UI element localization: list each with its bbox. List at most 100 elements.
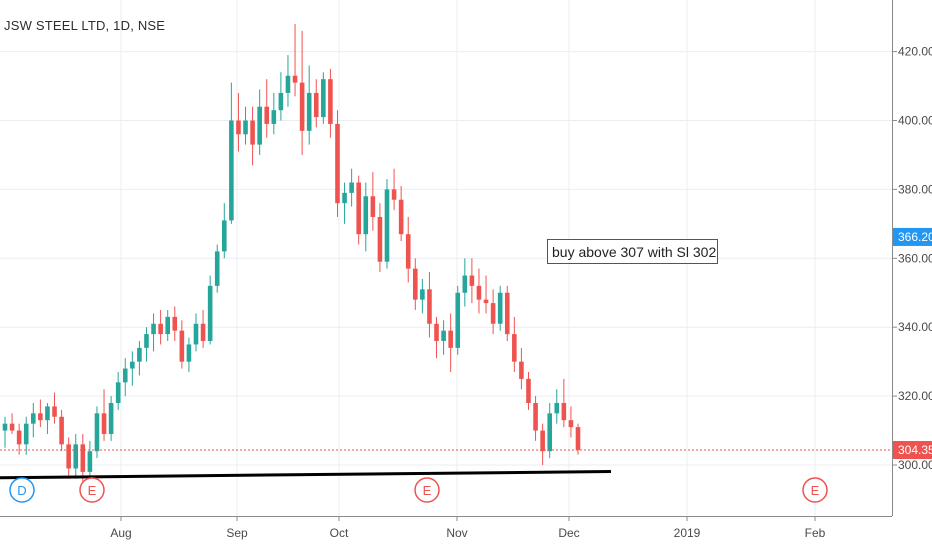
candle-body [547,413,553,452]
candle-body [257,106,262,145]
candle-body [313,92,319,118]
event-marker [802,477,828,503]
candle-body [469,275,475,286]
candle-body [115,382,121,403]
candle-body [229,120,234,221]
candle-body [412,268,418,300]
candle-body [342,192,347,204]
candle-body [9,423,15,431]
y-tick-label: 360.00 [898,251,932,265]
candle-body [73,444,79,469]
y-tick-label: 320.00 [898,389,932,403]
candle-body [243,120,248,135]
candle-body [158,323,163,335]
candle-body [45,406,50,421]
candle-body [52,406,57,417]
candle-body [533,402,538,431]
x-tick-label: Oct [330,526,349,540]
support-trendline [0,470,612,480]
candle-body [476,285,482,300]
candle-body [2,423,8,431]
candle-body [568,420,574,428]
candle-body [391,189,397,200]
candle-body [179,330,185,362]
y-tick-label: 380.00 [898,182,932,196]
event-marker [79,477,105,503]
last-price-label: 304.35 [898,443,932,457]
event-marker [9,477,35,503]
candle-body [299,82,305,131]
candle-body [271,110,277,124]
candle-body [356,182,362,235]
candle-body [434,323,439,341]
candle-body [497,292,503,324]
candle-body [504,292,510,335]
candle-body [575,427,581,451]
candle-body [462,275,468,293]
candle-body [306,92,312,131]
x-tick-label: Sep [226,526,248,540]
y-tick-label: 340.00 [898,320,932,334]
candle-body [87,451,93,472]
candle-body [561,402,567,421]
candle-body [250,120,255,145]
candle-body [328,79,333,124]
candle-body [193,323,199,345]
candle-body [554,402,560,414]
candle-body [370,196,376,217]
event-marker-label: E [811,483,820,498]
candle-body [384,189,390,262]
candle-body [144,334,149,348]
candle-body [321,79,326,118]
candle-body [264,106,270,124]
candle-body [236,120,241,135]
candle-body [526,378,531,403]
candle-body [214,251,220,286]
candle-body [335,123,340,204]
last-price-badge [893,441,932,460]
x-tick-label: Aug [110,526,131,540]
candle-body [172,316,178,331]
candle-body [540,430,545,452]
candle-body [377,216,383,262]
candle-body [165,316,171,335]
candle-body [16,430,22,445]
candle-body [448,330,453,348]
candle-body [519,361,524,379]
marked-price-badge [893,227,932,246]
candle-body [151,323,156,335]
candle-body [285,75,291,93]
y-tick-label: 300.00 [898,458,932,472]
candle-body [30,413,36,424]
candle-body [441,330,446,341]
annotation-note: buy above 307 with Sl 302 [547,239,718,264]
event-marker-label: E [88,483,97,498]
x-tick-label: 2019 [674,526,701,540]
candle-body [186,344,192,362]
chart-title: JSW STEEL LTD, 1D, NSE [4,18,166,33]
candle-body [108,402,114,434]
candle-body [207,285,213,341]
candle-body [292,75,298,83]
candle-body [80,444,86,472]
candle-body [349,182,354,193]
candle-body [427,289,432,324]
x-tick-label: Dec [558,526,579,540]
candle-body [512,334,517,362]
event-marker-label: D [17,483,26,498]
candle-body [137,347,142,362]
candle-body [200,323,206,341]
candle-body [38,413,43,421]
y-tick-label: 420.00 [898,45,932,59]
event-marker-label: E [423,483,432,498]
candle-body [405,234,411,269]
candle-body [278,92,284,111]
candle-body [130,361,135,369]
candle-body [221,220,227,252]
candle-body [398,199,404,235]
candle-body [483,299,489,304]
y-tick-label: 400.00 [898,114,932,128]
candle-body [94,413,100,452]
event-marker [414,477,440,503]
